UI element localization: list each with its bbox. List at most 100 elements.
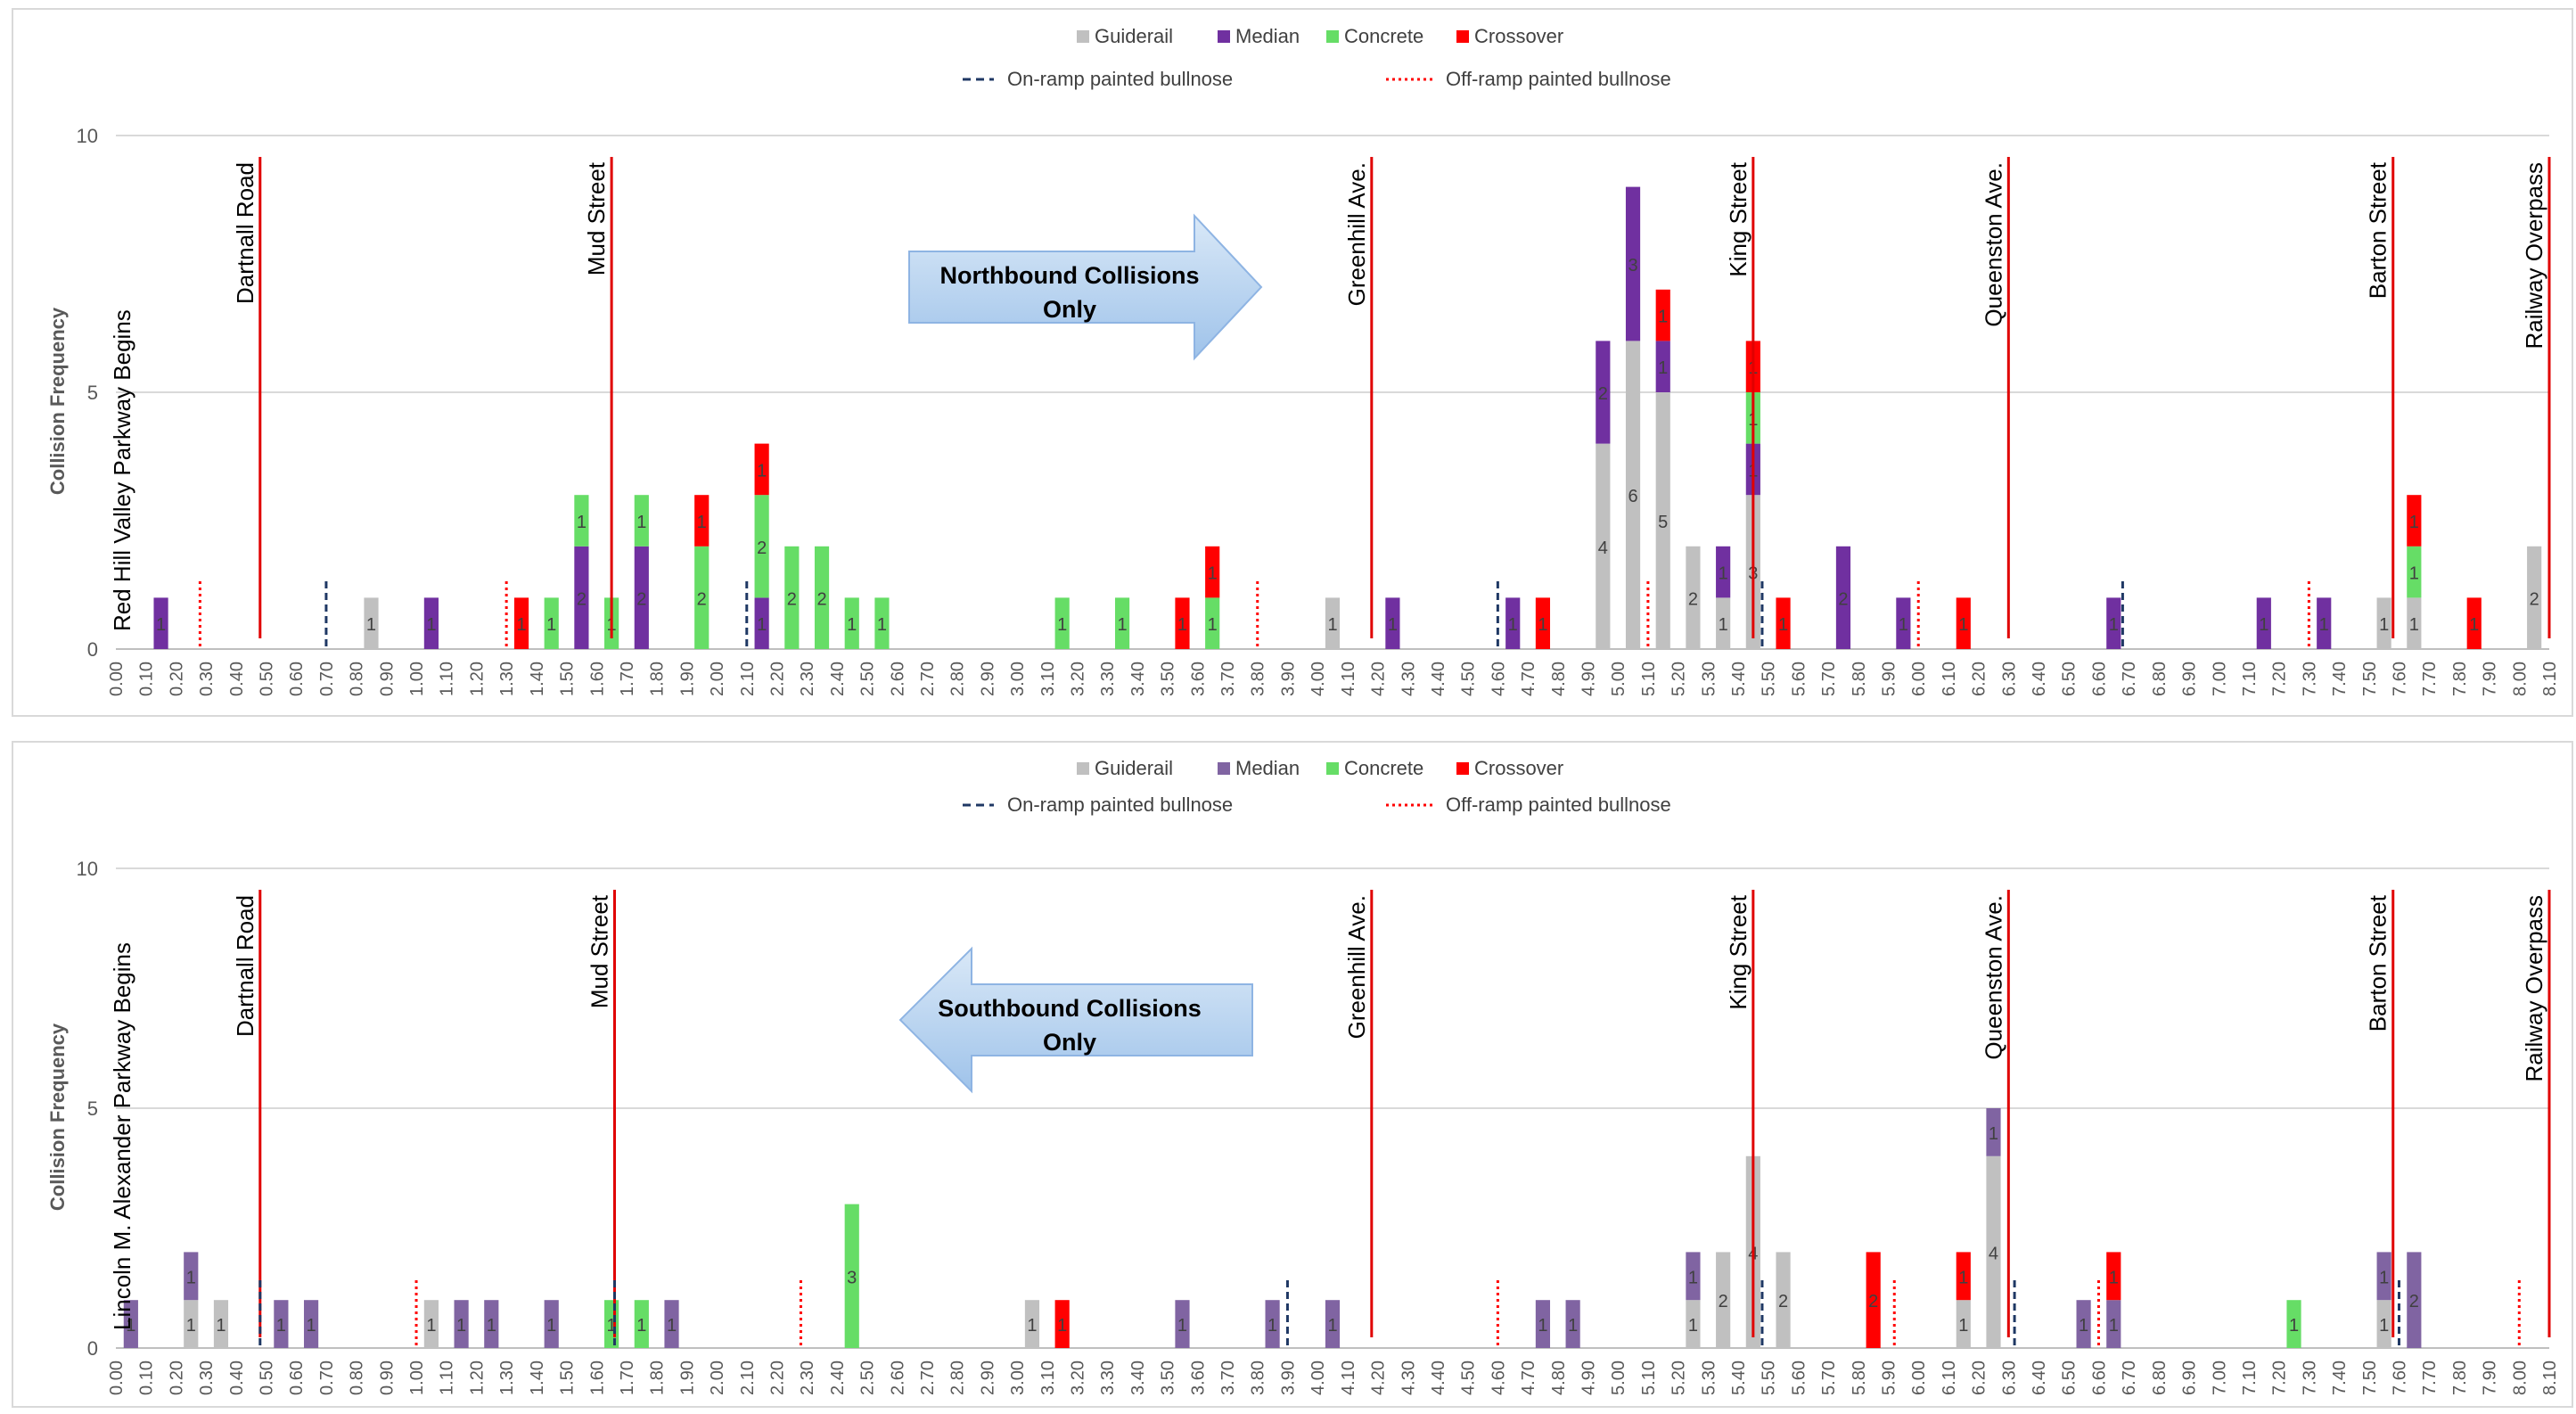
bar-segment-concrete (574, 495, 589, 547)
bar-segment-concrete (1054, 597, 1070, 649)
x-tick-label: 2.00 (708, 662, 727, 696)
bar-segment-concrete (2286, 1300, 2301, 1348)
bar-segment-median (1686, 1252, 1701, 1301)
arrow-label: Only (1043, 1029, 1096, 1056)
bar-value-label: 1 (1327, 615, 1337, 635)
bar-value-label: 2 (636, 589, 646, 609)
bar-segment-median (303, 1300, 319, 1348)
bar-value-label: 1 (1958, 615, 1968, 635)
x-tick-label: 4.10 (1339, 1361, 1358, 1395)
direction-arrow (908, 213, 1263, 361)
x-tick-label: 7.40 (2330, 662, 2350, 696)
x-tick-label: 0.40 (227, 662, 247, 696)
x-tick-label: 1.40 (528, 662, 547, 696)
bar-segment-crossover (694, 495, 710, 547)
x-tick-label: 2.80 (948, 1361, 968, 1395)
x-tick-label: 4.40 (1429, 662, 1448, 696)
x-tick-label: 2.80 (948, 662, 968, 696)
x-tick-label: 5.40 (1729, 662, 1749, 696)
landmark-label: Barton Street (2365, 894, 2391, 1032)
x-tick-label: 1.70 (618, 662, 637, 696)
bar-segment-crossover (1054, 1300, 1070, 1348)
bar-value-label: 1 (757, 615, 767, 635)
x-tick-label: 7.20 (2270, 662, 2290, 696)
legend-onramp-label: On-ramp painted bullnose (1007, 68, 1233, 90)
bar-value-label: 1 (2409, 615, 2419, 635)
bar-segment-median (2106, 1300, 2121, 1348)
bar-segment-median (2106, 597, 2121, 649)
x-tick-label: 1.30 (497, 662, 517, 696)
x-tick-label: 6.60 (2089, 662, 2109, 696)
x-tick-label: 7.80 (2450, 662, 2470, 696)
bar-segment-median (274, 1300, 289, 1348)
x-tick-label: 5.60 (1789, 1361, 1809, 1395)
x-tick-label: 4.70 (1519, 662, 1538, 696)
bar-segment-median (754, 597, 769, 649)
legend-swatch-concrete (1326, 762, 1339, 775)
landmark-label: King Street (1725, 161, 1752, 276)
x-tick-label: 6.20 (1970, 662, 1989, 696)
x-tick-label: 0.30 (197, 662, 217, 696)
landmark-label: Dartnall Road (232, 895, 258, 1037)
bar-segment-median (454, 1300, 469, 1348)
bar-segment-crossover (1776, 597, 1791, 649)
bar-value-label: 1 (1177, 615, 1187, 635)
bar-value-label: 1 (1267, 1316, 1277, 1336)
arrow-label: Southbound Collisions (938, 995, 1201, 1022)
x-tick-label: 4.80 (1549, 1361, 1569, 1395)
x-tick-label: 6.80 (2150, 662, 2170, 696)
bar-segment-median (664, 1300, 679, 1348)
bar-value-label: 2 (697, 589, 707, 609)
bar-segment-crossover (2407, 495, 2422, 547)
x-tick-label: 5.20 (1669, 662, 1689, 696)
x-tick-label: 4.00 (1309, 1361, 1328, 1395)
x-tick-label: 4.30 (1399, 662, 1418, 696)
arrow-label: Only (1043, 296, 1096, 323)
x-tick-label: 6.50 (2060, 1361, 2080, 1395)
x-tick-label: 2.20 (767, 1361, 787, 1395)
bar-value-label: 1 (1989, 1124, 1998, 1144)
bar-value-label: 1 (577, 513, 587, 532)
bar-value-label: 3 (847, 1268, 857, 1287)
x-tick-label: 3.50 (1159, 1361, 1178, 1395)
x-tick-label: 2.50 (858, 1361, 878, 1395)
x-tick-label: 4.60 (1489, 662, 1508, 696)
bar-segment-median (1325, 1300, 1341, 1348)
legend-label-guiderail: Guiderail (1095, 25, 1173, 47)
x-tick-label: 6.20 (1970, 1361, 1989, 1395)
x-tick-label: 2.70 (918, 662, 938, 696)
x-tick-label: 7.60 (2390, 662, 2409, 696)
x-tick-label: 3.80 (1249, 662, 1268, 696)
bar-segment-guiderail (2527, 546, 2542, 649)
bar-value-label: 1 (516, 615, 526, 635)
bar-value-label: 2 (1838, 589, 1848, 609)
x-tick-label: 5.30 (1699, 662, 1719, 696)
bar-segment-guiderail (1986, 1155, 2001, 1348)
bar-value-label: 5 (1658, 513, 1668, 532)
x-tick-label: 6.90 (2180, 1361, 2200, 1395)
bar-segment-guiderail (1716, 597, 1731, 649)
x-tick-label: 0.10 (137, 662, 157, 696)
x-tick-label: 7.50 (2360, 1361, 2380, 1395)
x-tick-label: 5.70 (1819, 1361, 1839, 1395)
bar-value-label: 1 (1388, 615, 1398, 635)
x-tick-label: 3.50 (1159, 662, 1178, 696)
bar-segment-median (123, 1300, 138, 1348)
bar-value-label: 1 (1958, 1268, 1968, 1287)
bar-value-label: 1 (1658, 308, 1668, 327)
bar-segment-median (184, 1252, 199, 1301)
panel-border (12, 741, 2573, 1408)
landmark-label: Queenston Ave. (1980, 895, 2006, 1060)
bar-segment-concrete (634, 495, 649, 547)
legend-offramp-label: Off-ramp painted bullnose (1446, 793, 1671, 816)
bar-value-label: 1 (2409, 564, 2419, 584)
bar-value-label: 1 (1538, 1316, 1547, 1336)
x-tick-label: 2.00 (708, 1361, 727, 1395)
bar-segment-concrete (874, 597, 890, 649)
legend-offramp-label: Off-ramp painted bullnose (1446, 68, 1671, 90)
x-tick-label: 6.00 (1909, 662, 1929, 696)
landmark-label: Dartnall Road (232, 162, 258, 304)
landmark-label: King Street (1725, 894, 1752, 1009)
x-tick-label: 1.30 (497, 1361, 517, 1395)
bar-segment-concrete (814, 546, 830, 649)
